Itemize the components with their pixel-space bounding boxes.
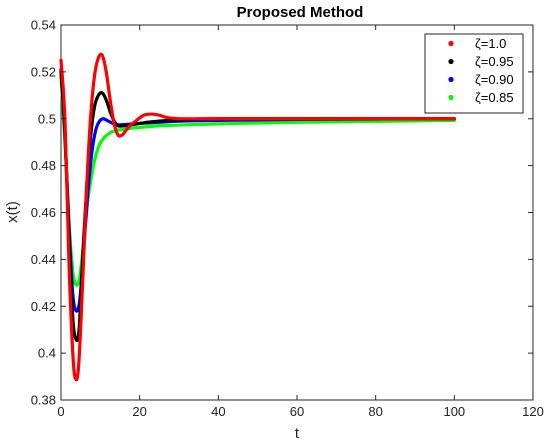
y-tick-label: 0.4 xyxy=(38,346,56,361)
legend-label: ζ=0.85 xyxy=(475,90,514,105)
y-tick-label: 0.44 xyxy=(31,252,56,267)
legend-items: ζ=1.0 ζ=0.95 ζ=0.90 ζ=0.85 xyxy=(448,36,514,105)
y-tick-label: 0.42 xyxy=(31,299,56,314)
legend-marker xyxy=(448,94,454,101)
legend-box xyxy=(424,33,524,114)
legend-marker xyxy=(448,76,454,83)
legend-label: ζ=0.90 xyxy=(475,72,514,87)
x-tick-label: 100 xyxy=(443,404,465,419)
legend-label: ζ=0.95 xyxy=(475,54,514,69)
x-tick-label: 80 xyxy=(368,404,382,419)
x-tick-label: 120 xyxy=(522,404,544,419)
y-tick-label: 0.38 xyxy=(31,393,56,408)
y-axis: 0.38 0.4 0.42 0.44 0.46 0.48 0.5 0.52 0.54 xyxy=(31,18,533,408)
x-axis-title: t xyxy=(295,425,300,442)
y-tick-label: 0.54 xyxy=(31,18,56,33)
series-layer xyxy=(59,52,456,382)
legend-marker xyxy=(448,40,454,47)
series-line xyxy=(59,52,456,382)
chart-title: Proposed Method xyxy=(237,4,364,21)
x-tick-label: 0 xyxy=(57,404,64,419)
x-tick-label: 60 xyxy=(290,404,304,419)
legend-marker xyxy=(448,58,454,65)
legend-label: ζ=1.0 xyxy=(475,36,506,51)
legend: ζ=1.0 ζ=0.95 ζ=0.90 ζ=0.85 xyxy=(424,33,524,114)
x-tick-label: 40 xyxy=(211,404,225,419)
y-axis-title: x(t) xyxy=(4,201,21,223)
y-tick-label: 0.52 xyxy=(31,64,56,79)
x-tick-label: 20 xyxy=(132,404,146,419)
series-line xyxy=(59,74,456,287)
y-tick-label: 0.48 xyxy=(31,158,56,173)
x-axis: 0 20 40 60 80 100 120 xyxy=(57,25,544,419)
y-tick-label: 0.46 xyxy=(31,205,56,220)
y-tick-label: 0.5 xyxy=(38,111,56,126)
